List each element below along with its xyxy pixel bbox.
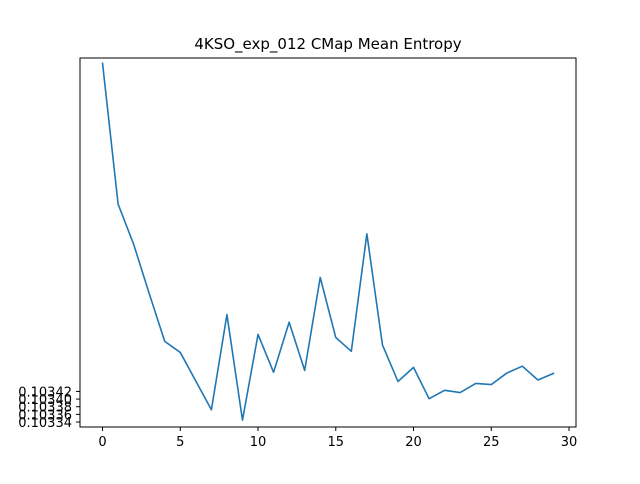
x-tick-label: 30 — [561, 435, 578, 450]
x-tick-label: 0 — [98, 435, 106, 450]
x-tick-label: 20 — [405, 435, 422, 450]
x-tick-label: 10 — [250, 435, 267, 450]
x-tick-label: 25 — [483, 435, 500, 450]
y-tick-label: 0.10342 — [18, 385, 72, 400]
chart-title: 4KSO_exp_012 CMap Mean Entropy — [194, 35, 461, 54]
x-tick-label: 5 — [176, 435, 184, 450]
x-tick-label: 15 — [328, 435, 345, 450]
